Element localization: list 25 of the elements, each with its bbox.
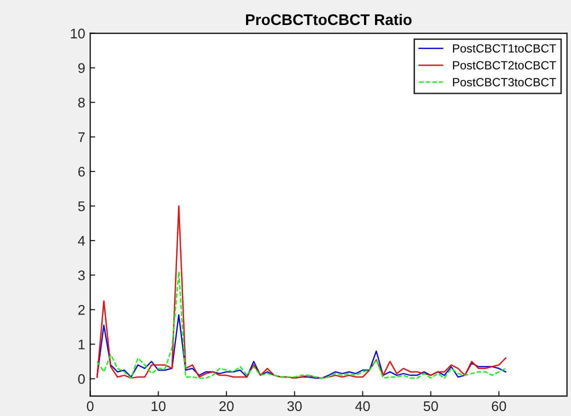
chart-title: ProCBCTtoCBCT Ratio [246, 14, 412, 26]
y-tick-label: 3 [78, 270, 85, 280]
x-tick-label: 20 [219, 401, 234, 412]
line-series [96, 314, 506, 379]
y-tick-label: 9 [78, 63, 85, 73]
x-tick-label: 30 [287, 401, 302, 412]
y-tick-label: 2 [78, 304, 85, 315]
x-tick-label: 40 [355, 401, 370, 412]
x-tick-label: 10 [152, 401, 166, 412]
legend-label: PostCBCT2toCBCT [453, 61, 556, 70]
y-tick-label: 4 [78, 236, 85, 246]
line-series [96, 205, 506, 379]
legend-label: PostCBCT3toCBCT [453, 78, 556, 86]
y-tick-label: 10 [70, 28, 85, 38]
y-tick-label: 0 [78, 374, 85, 384]
y-tick-label: 1 [78, 340, 85, 350]
y-tick-label: 5 [78, 201, 85, 212]
legend-label: PostCBCT1toCBCT [453, 44, 556, 53]
x-tick-label: 60 [492, 401, 506, 412]
y-tick-label: 8 [78, 98, 85, 108]
line-series [96, 271, 506, 379]
y-tick-label: 7 [78, 132, 85, 142]
y-tick-label: 6 [78, 166, 85, 177]
x-tick-label: 50 [424, 401, 438, 412]
x-tick-label: 0 [86, 401, 94, 412]
